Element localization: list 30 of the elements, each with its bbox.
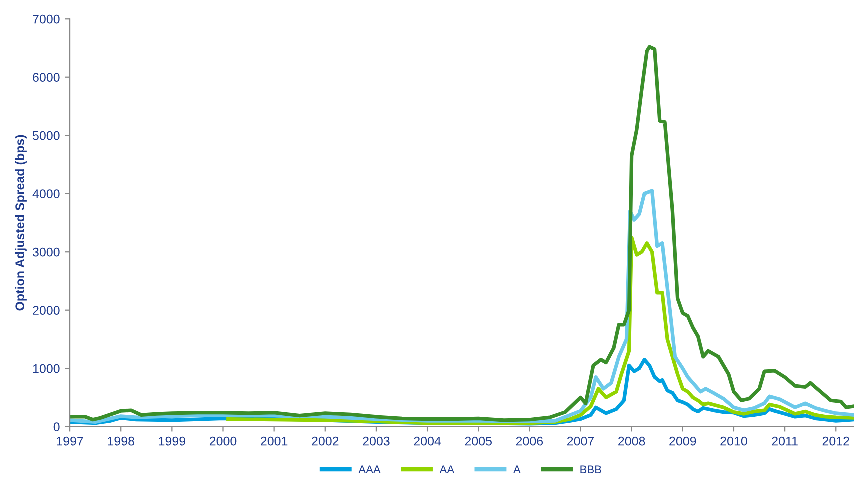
x-tick-label: 1997 (57, 436, 84, 446)
x-tick-label: 2006 (516, 436, 544, 446)
y-tick-label: 3000 (32, 248, 60, 257)
x-tick-label: 2002 (312, 436, 339, 446)
legend-label: BBB (580, 466, 602, 474)
x-tick-label: 2011 (772, 436, 798, 446)
x-tick-label: 2004 (414, 436, 442, 446)
legend-label: AA (440, 466, 455, 474)
y-axis-title: Option Adjusted Spread (bps) (15, 135, 27, 311)
y-tick-label: 4000 (32, 190, 60, 199)
y-tick-label: 5000 (33, 131, 60, 140)
y-tick-label: 0 (54, 422, 60, 432)
x-tick-label: 2003 (363, 436, 390, 446)
x-tick-label: 2010 (720, 436, 748, 446)
line-series (70, 45, 854, 422)
x-tick-label: 2009 (670, 436, 696, 446)
x-tick-label: 2001 (261, 436, 288, 446)
y-tick-label: 7000 (33, 14, 60, 24)
y-tick-label: 2000 (33, 306, 60, 316)
x-tick-label: 2008 (618, 436, 646, 446)
legend-label: A (514, 466, 521, 474)
y-tick-label: 1000 (33, 364, 60, 374)
legend-label: AAA (358, 466, 381, 474)
x-tick-label: 2012 (822, 436, 850, 446)
x-tick-label: 1999 (159, 436, 186, 446)
x-tick-label: 2000 (210, 436, 237, 446)
y-tick-label: 6000 (33, 73, 60, 82)
x-tick-label: 1998 (108, 436, 134, 446)
x-tick-label: 2007 (567, 436, 594, 446)
x-tick-label: 2005 (465, 436, 492, 446)
